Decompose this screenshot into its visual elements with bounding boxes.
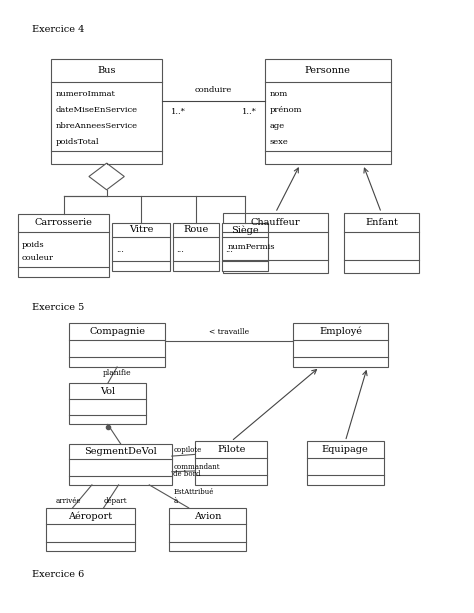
Text: ...: ... xyxy=(176,246,184,254)
Text: Enfant: Enfant xyxy=(365,218,398,227)
Polygon shape xyxy=(89,163,124,190)
Text: Avion: Avion xyxy=(194,512,221,520)
FancyBboxPatch shape xyxy=(170,508,246,551)
Text: 1..*: 1..* xyxy=(171,108,186,116)
Text: ...: ... xyxy=(116,246,124,254)
Text: age: age xyxy=(270,122,285,130)
Text: Equipage: Equipage xyxy=(322,445,369,454)
FancyBboxPatch shape xyxy=(195,441,267,485)
Text: Compagnie: Compagnie xyxy=(89,327,145,336)
FancyBboxPatch shape xyxy=(265,59,391,164)
Text: prénom: prénom xyxy=(270,106,302,114)
Text: Chauffeur: Chauffeur xyxy=(251,218,300,227)
Text: Employé: Employé xyxy=(319,327,362,337)
Text: couleur: couleur xyxy=(22,254,54,262)
Text: départ: départ xyxy=(103,497,127,506)
FancyBboxPatch shape xyxy=(46,508,135,551)
Text: Vitre: Vitre xyxy=(129,226,154,234)
Text: copilote: copilote xyxy=(173,446,201,454)
Text: Pilote: Pilote xyxy=(217,445,246,454)
Text: SegmentDeVol: SegmentDeVol xyxy=(84,447,157,456)
Text: EstAttribué
à: EstAttribué à xyxy=(173,488,214,505)
Text: Exercice 6: Exercice 6 xyxy=(32,569,84,579)
Text: Roue: Roue xyxy=(183,226,209,234)
Text: Exercice 4: Exercice 4 xyxy=(32,25,84,34)
Text: dateMiseEnService: dateMiseEnService xyxy=(55,106,137,114)
Text: nom: nom xyxy=(270,90,288,98)
FancyBboxPatch shape xyxy=(51,59,163,164)
Text: 1..*: 1..* xyxy=(242,108,256,116)
Text: poids: poids xyxy=(22,241,45,249)
Text: Bus: Bus xyxy=(97,66,116,75)
Text: planifie: planifie xyxy=(103,370,131,378)
FancyBboxPatch shape xyxy=(223,213,328,273)
Text: Siège: Siège xyxy=(231,225,259,235)
FancyBboxPatch shape xyxy=(18,214,109,278)
Text: conduire: conduire xyxy=(195,86,232,94)
Text: de bord: de bord xyxy=(173,470,201,478)
FancyBboxPatch shape xyxy=(293,324,388,367)
FancyBboxPatch shape xyxy=(112,223,171,272)
FancyBboxPatch shape xyxy=(173,223,219,272)
FancyBboxPatch shape xyxy=(307,441,383,485)
Text: numeroImmat: numeroImmat xyxy=(55,90,115,98)
Text: numPermis: numPermis xyxy=(228,243,275,251)
Text: Carrosserie: Carrosserie xyxy=(35,218,92,227)
FancyBboxPatch shape xyxy=(222,223,268,272)
Text: sexe: sexe xyxy=(270,139,288,147)
Text: Vol: Vol xyxy=(100,387,115,395)
Text: Personne: Personne xyxy=(305,66,351,75)
Text: Aéroport: Aéroport xyxy=(68,511,112,521)
Text: ...: ... xyxy=(225,246,233,254)
Text: poidsTotal: poidsTotal xyxy=(55,139,99,147)
FancyBboxPatch shape xyxy=(69,444,172,485)
Text: arrivée: arrivée xyxy=(55,497,81,506)
Text: nbreAnneesService: nbreAnneesService xyxy=(55,122,137,130)
FancyBboxPatch shape xyxy=(69,383,146,424)
FancyBboxPatch shape xyxy=(344,213,419,273)
FancyBboxPatch shape xyxy=(69,324,165,367)
Text: < travaille: < travaille xyxy=(209,328,249,336)
Text: Exercice 5: Exercice 5 xyxy=(32,303,84,313)
Text: commandant: commandant xyxy=(173,463,220,471)
